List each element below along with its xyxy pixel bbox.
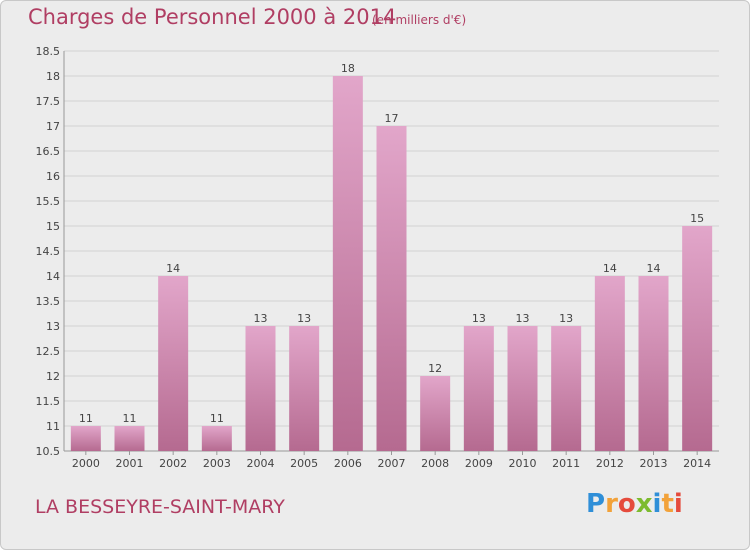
- logo-letter: o: [617, 489, 636, 519]
- data-label: 15: [690, 212, 704, 225]
- y-tick-label: 16.5: [36, 145, 61, 158]
- bar: [201, 426, 232, 451]
- x-tick-label: 2008: [421, 457, 449, 470]
- data-label: 14: [647, 262, 661, 275]
- x-tick-label: 2012: [596, 457, 624, 470]
- x-tick-label: 2003: [203, 457, 231, 470]
- data-label: 14: [603, 262, 617, 275]
- bar: [463, 326, 494, 451]
- chart-subtitle: (en milliers d'€): [372, 13, 467, 27]
- x-tick-label: 2014: [683, 457, 711, 470]
- y-tick-label: 13: [46, 320, 60, 333]
- data-label: 11: [123, 412, 137, 425]
- y-tick-label: 16: [46, 170, 60, 183]
- data-label: 13: [254, 312, 268, 325]
- bar: [376, 126, 407, 451]
- x-tick-label: 2006: [334, 457, 362, 470]
- logo-letter: P: [586, 489, 606, 519]
- bar: [638, 276, 669, 451]
- data-label: 11: [79, 412, 93, 425]
- y-tick-label: 13.5: [36, 295, 61, 308]
- x-tick-label: 2007: [378, 457, 406, 470]
- x-tick-label: 2004: [247, 457, 275, 470]
- logo-letter: i: [652, 489, 662, 519]
- x-tick-label: 2013: [640, 457, 668, 470]
- logo-letter: i: [673, 489, 683, 519]
- bar: [114, 426, 145, 451]
- bar: [332, 76, 363, 451]
- y-tick-label: 14.5: [36, 245, 61, 258]
- y-tick-label: 12.5: [36, 345, 61, 358]
- y-tick-label: 18.5: [36, 45, 61, 58]
- logo-letter: t: [661, 489, 674, 519]
- data-label: 13: [297, 312, 311, 325]
- y-tick-label: 10.5: [36, 445, 61, 458]
- data-label: 11: [210, 412, 224, 425]
- x-tick-label: 2001: [116, 457, 144, 470]
- y-tick-label: 15: [46, 220, 60, 233]
- data-label: 13: [516, 312, 530, 325]
- data-label: 18: [341, 62, 355, 75]
- bar: [245, 326, 276, 451]
- bar: [507, 326, 538, 451]
- data-label: 14: [166, 262, 180, 275]
- logo-letter: r: [605, 489, 618, 519]
- bar: [289, 326, 320, 451]
- y-tick-label: 11: [46, 420, 60, 433]
- y-tick-label: 11.5: [36, 395, 61, 408]
- bar: [158, 276, 189, 451]
- y-tick-label: 12: [46, 370, 60, 383]
- proxiti-logo: Proxiti: [586, 489, 683, 519]
- x-tick-label: 2009: [465, 457, 493, 470]
- x-tick-label: 2010: [509, 457, 537, 470]
- y-tick-label: 18: [46, 70, 60, 83]
- x-tick-label: 2002: [159, 457, 187, 470]
- y-tick-label: 17.5: [36, 95, 61, 108]
- bar: [551, 326, 582, 451]
- y-tick-label: 14: [46, 270, 60, 283]
- data-label: 13: [472, 312, 486, 325]
- bar: [682, 226, 713, 451]
- data-label: 13: [559, 312, 573, 325]
- data-label: 12: [428, 362, 442, 375]
- x-tick-label: 2005: [290, 457, 318, 470]
- y-tick-label: 17: [46, 120, 60, 133]
- logo-letter: x: [635, 489, 653, 519]
- bar: [420, 376, 451, 451]
- chart-title: Charges de Personnel 2000 à 2014: [28, 5, 397, 29]
- bar: [70, 426, 101, 451]
- bar: [594, 276, 625, 451]
- y-tick-label: 15.5: [36, 195, 61, 208]
- place-name: LA BESSEYRE-SAINT-MARY: [35, 496, 285, 518]
- x-tick-label: 2000: [72, 457, 100, 470]
- x-tick-label: 2011: [552, 457, 580, 470]
- data-label: 17: [385, 112, 399, 125]
